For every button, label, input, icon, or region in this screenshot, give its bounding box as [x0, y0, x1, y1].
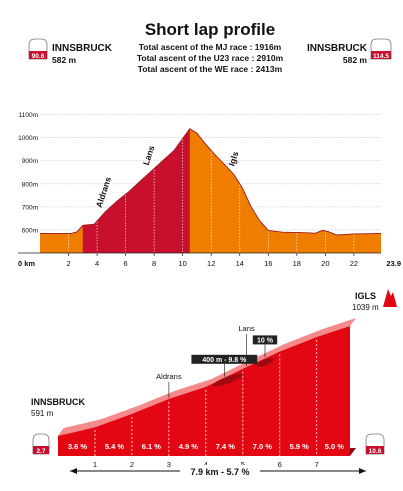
km-axis: 1 2 3 4 5 6 7: [93, 340, 319, 469]
x-tick-label: 20: [321, 259, 329, 268]
km-label: 2: [130, 460, 134, 469]
x-tick-label: 12: [207, 259, 215, 268]
km-label: 4: [204, 460, 208, 469]
x-tick-label: 14: [236, 259, 244, 268]
annotation-label: 10 %: [257, 337, 274, 344]
profile-area-climb: [82, 128, 190, 253]
annotation-box: [191, 354, 258, 364]
y-tick-label: 1000m: [18, 135, 38, 142]
y-tick-label: 800m: [22, 181, 38, 188]
distance-label: 7.9 km - 5.7 %: [190, 467, 249, 477]
gradient-label: 7.4 %: [216, 442, 236, 451]
x-tick-label: 2: [66, 259, 70, 268]
end-place-label: INNSBRUCK: [307, 43, 368, 54]
km-label: 3: [167, 460, 171, 469]
x-gridlines: [68, 139, 355, 253]
annotation-label: Aldrans: [156, 372, 182, 381]
climb-front: [58, 326, 350, 456]
x-tick-label: 8: [152, 259, 156, 268]
climb-end-place: IGLS: [355, 291, 376, 301]
steep-zone-shadow: [212, 373, 244, 387]
climb-profile: [58, 318, 356, 456]
start-km-badge-label: 90.6: [32, 53, 45, 60]
place-annotation: Lans: [141, 144, 157, 166]
x-tick-label: 10: [179, 259, 187, 268]
y-tick-label: 1100m: [19, 112, 38, 119]
mountain-icon: [383, 289, 397, 307]
y-axis-ticks: 1100m 1000m 900m 800m 700m 600m: [18, 112, 38, 234]
y-tick-label: 700m: [22, 204, 38, 211]
annotation-label: 400 m - 9.8 %: [202, 357, 247, 364]
end-km-badge: 114.5: [370, 38, 392, 60]
climb-start-place: INNSBRUCK: [31, 397, 86, 407]
place-annotation: Igls: [226, 150, 240, 167]
gradient-label: 4.9 %: [179, 442, 199, 451]
climb-annotations: Aldrans Lans 400 m - 9.8 % 10 %: [156, 324, 278, 398]
steep-zone-shadow: [256, 358, 274, 367]
gradient-segments: 3.6 % 5.4 % 6.1 % 4.9 % 7.4 % 7.0 % 5.9 % 5.0 %: [68, 442, 344, 451]
profile-area: [40, 128, 382, 253]
x-tick-label: 23.9: [386, 259, 401, 268]
gradient-label: 5.0 %: [325, 442, 345, 451]
start-altitude-label: 582 m: [52, 55, 77, 65]
x-tick-label: 18: [293, 259, 301, 268]
end-km-badge-label: 114.5: [373, 53, 389, 60]
x-tick-label: 16: [264, 259, 272, 268]
x-axis-ticks: 0 km 2 4 6 8 10 12 14 16 18 20 22 23.9: [18, 252, 401, 268]
climb-start-badge-label: 2.7: [36, 448, 45, 455]
x-tick-label: 4: [95, 259, 99, 268]
climb-start-badge: 2.7: [32, 433, 50, 455]
gradient-label: 6.1 %: [142, 442, 162, 451]
place-annotation: Aldrans: [94, 175, 113, 208]
profile-outline: [40, 128, 382, 236]
chart-subtitle-line: Total ascent of the WE race : 2413m: [138, 64, 283, 74]
km-label: 6: [278, 460, 282, 469]
gradient-label: 3.6 %: [68, 442, 88, 451]
end-altitude-label: 582 m: [343, 55, 368, 65]
chart-title: Short lap profile: [145, 20, 275, 39]
km-label: 7: [315, 460, 319, 469]
gradient-label: 5.4 %: [105, 442, 125, 451]
climb-end-altitude: 1039 m: [352, 303, 379, 312]
start-place-label: INNSBRUCK: [52, 43, 113, 54]
start-km-badge: 90.6: [28, 38, 48, 60]
annotation-box: [252, 335, 278, 345]
climb-end-badge-label: 10.6: [369, 448, 382, 455]
x-tick-label: 6: [124, 259, 128, 268]
gradient-label: 5.9 %: [290, 442, 310, 451]
climb-end-badge: 10.6: [365, 433, 385, 455]
x-tick-label: 0 km: [18, 259, 35, 268]
km-label: 1: [93, 460, 97, 469]
distance-arrow: [70, 465, 366, 477]
y-tick-label: 600m: [22, 227, 38, 234]
chart-subtitle-line: Total ascent of the MJ race : 1916m: [139, 42, 282, 52]
annotation-label: Lans: [238, 324, 255, 333]
climb-start-altitude: 591 m: [31, 409, 54, 418]
chart-subtitle-line: Total ascent of the U23 race : 2910m: [137, 53, 284, 63]
gradient-label: 7.0 %: [253, 442, 273, 451]
km-label: 5: [241, 460, 245, 469]
y-tick-label: 900m: [22, 158, 38, 165]
climb-ridge: [58, 318, 356, 436]
x-tick-label: 22: [350, 259, 358, 268]
